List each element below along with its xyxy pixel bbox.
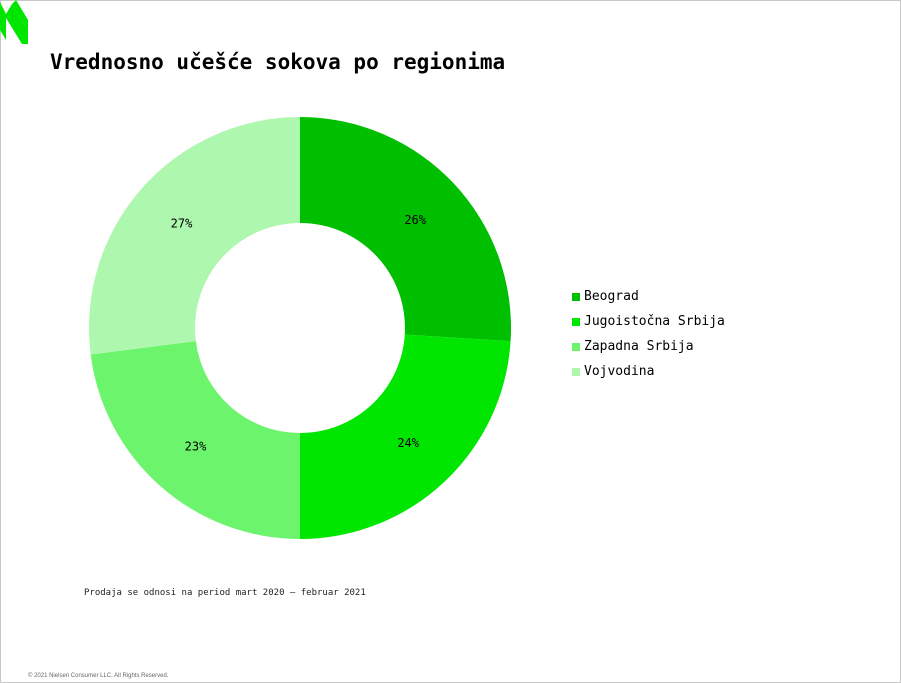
legend-swatch — [572, 342, 580, 351]
slice-data-label-1: 24% — [397, 436, 419, 450]
legend-label: Jugoistočna Srbija — [584, 314, 725, 329]
legend-item-2: Zapadna Srbija — [572, 334, 725, 359]
footnote: Prodaja se odnosi na period mart 2020 – … — [84, 588, 366, 598]
donut-slice-0 — [300, 117, 511, 342]
copyright-text: © 2021 Nielsen Consumer LLC. All Rights … — [28, 673, 169, 679]
legend-label: Zapadna Srbija — [584, 339, 694, 354]
nielsen-n-logo-icon — [0, 0, 28, 44]
legend-swatch — [572, 292, 580, 301]
legend-item-1: Jugoistočna Srbija — [572, 309, 725, 334]
slice-data-label-2: 23% — [185, 440, 207, 454]
legend-item-3: Vojvodina — [572, 359, 725, 384]
legend-swatch — [572, 367, 580, 376]
legend-label: Beograd — [584, 289, 639, 304]
page-title: Vrednosno učešće sokova po regionima — [50, 50, 506, 74]
legend-label: Vojvodina — [584, 364, 655, 379]
legend-item-0: Beograd — [572, 284, 725, 309]
slice-data-label-0: 26% — [404, 213, 426, 227]
donut-slice-3 — [88, 117, 300, 355]
donut-slice-2 — [90, 341, 301, 539]
slice-data-label-3: 27% — [171, 217, 193, 231]
donut-slice-1 — [300, 334, 511, 539]
chart-legend: Beograd Jugoistočna Srbija Zapadna Srbija V… — [572, 284, 725, 384]
legend-swatch — [572, 317, 580, 326]
